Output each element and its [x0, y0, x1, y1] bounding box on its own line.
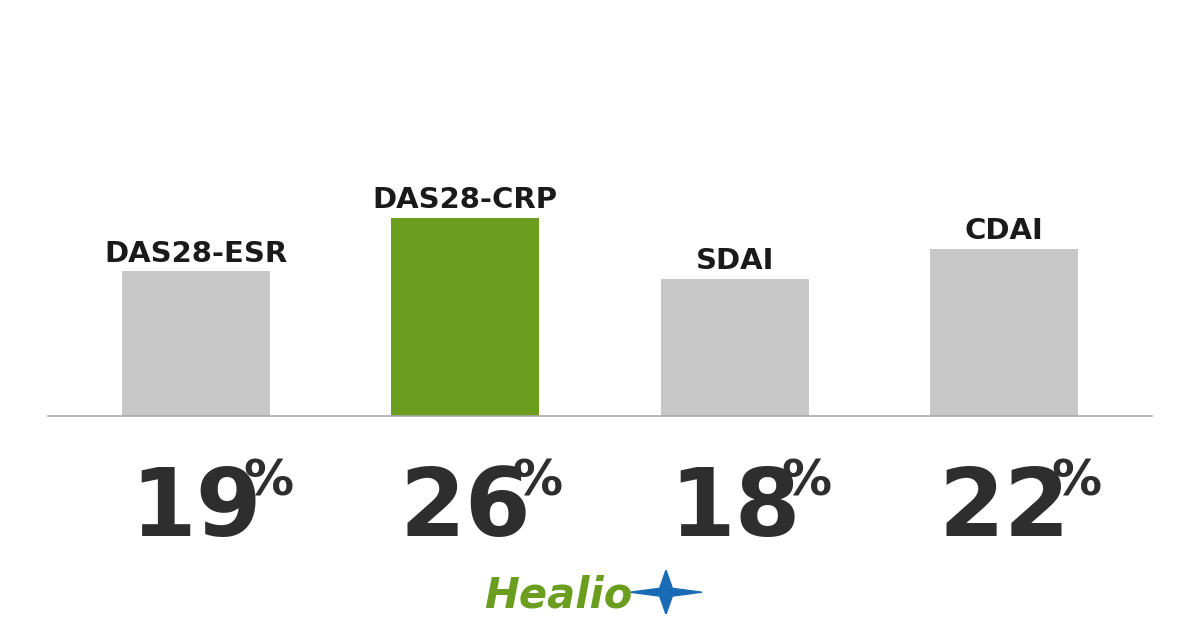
- Bar: [930, 249, 1078, 416]
- Bar: [391, 218, 540, 416]
- Polygon shape: [630, 570, 702, 614]
- Text: DAS28-ESR: DAS28-ESR: [104, 239, 288, 268]
- Text: DAS28-CRP: DAS28-CRP: [373, 186, 558, 214]
- Text: CDAI: CDAI: [965, 217, 1043, 245]
- Text: 26: 26: [400, 464, 532, 556]
- Text: %: %: [512, 458, 563, 506]
- Bar: [122, 272, 270, 416]
- Text: %: %: [244, 458, 293, 506]
- Text: SDAI: SDAI: [695, 247, 774, 275]
- Text: 18: 18: [668, 464, 800, 556]
- Text: %: %: [781, 458, 832, 506]
- Text: overlapping Sjögren’s syndrome, based on measure:: overlapping Sjögren’s syndrome, based on…: [146, 90, 1054, 119]
- Text: %: %: [1051, 458, 1102, 506]
- Bar: [660, 279, 809, 416]
- Text: 22: 22: [938, 464, 1069, 556]
- Text: Likelihood of remission among patients with RA and: Likelihood of remission among patients w…: [151, 36, 1049, 66]
- Text: Healio: Healio: [484, 575, 632, 616]
- Text: 19: 19: [131, 464, 262, 556]
